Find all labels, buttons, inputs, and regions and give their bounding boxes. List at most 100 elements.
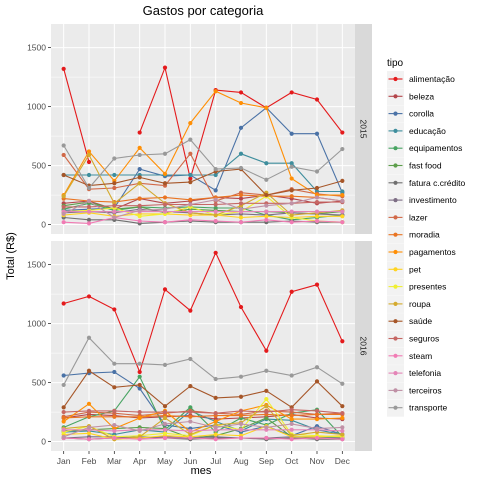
data-point (264, 409, 269, 415)
data-point (238, 192, 244, 198)
data-point (289, 421, 294, 426)
series-transporte (61, 335, 345, 388)
data-point (137, 415, 142, 421)
legend-label: pagamentos (409, 247, 456, 257)
legend: alimentação beleza corolla educação equipame… (387, 71, 465, 417)
data-point (264, 415, 269, 421)
series-line (63, 138, 343, 189)
data-point (314, 412, 320, 417)
legend-key-point (393, 388, 398, 393)
data-point (137, 386, 142, 391)
data-point (162, 195, 168, 200)
facet-strip (355, 241, 372, 451)
data-point (162, 427, 168, 432)
legend-label: fast food (409, 161, 442, 171)
data-point (340, 428, 345, 434)
data-point (264, 105, 269, 110)
data-point (86, 431, 92, 436)
data-point (340, 178, 345, 184)
legend-key-point (393, 128, 398, 133)
data-point (112, 209, 117, 214)
y-tick-label: 0 (41, 220, 46, 230)
x-tick-label: Feb (82, 456, 97, 466)
data-point (86, 159, 92, 165)
data-point (86, 221, 92, 226)
legend-item: presentes (387, 278, 446, 296)
data-point (86, 198, 92, 204)
data-point (340, 415, 345, 421)
x-axis-title: mes (191, 465, 212, 477)
legend-label: beleza (409, 91, 434, 101)
data-point (86, 185, 92, 191)
legend-item: moradia (387, 226, 440, 244)
data-point (188, 172, 193, 178)
data-point (213, 425, 218, 430)
x-tick-label: Dec (335, 456, 351, 466)
data-point (137, 167, 142, 172)
data-point (137, 175, 142, 180)
legend-label: investimento (409, 195, 457, 205)
data-point (340, 339, 345, 344)
legend-key-point (393, 336, 398, 341)
data-point (112, 215, 117, 220)
data-point (162, 404, 168, 409)
data-point (86, 172, 92, 178)
legend-label: steam (409, 351, 432, 361)
data-point (238, 413, 244, 418)
x-tick-label: Jul (210, 456, 221, 466)
data-point (289, 437, 294, 442)
data-point (289, 213, 294, 218)
data-point (112, 422, 117, 428)
series-line (63, 405, 343, 440)
series-line (63, 90, 343, 196)
data-point (340, 432, 345, 437)
data-point (264, 404, 269, 409)
data-point (314, 408, 320, 413)
legend-label: roupa (409, 299, 431, 309)
data-point (289, 209, 294, 214)
data-point (314, 282, 320, 287)
legend-label: fatura c.crédito (409, 178, 465, 188)
series-telefonia (61, 209, 345, 214)
data-point (213, 250, 218, 255)
data-point (162, 435, 168, 441)
data-point (264, 161, 269, 166)
data-point (112, 385, 117, 390)
data-point (238, 201, 244, 206)
data-point (314, 426, 320, 431)
facet-label: 2016 (359, 337, 369, 356)
series-seguros (61, 407, 345, 416)
data-point (289, 289, 294, 294)
legend-key-point (393, 94, 398, 99)
data-point (289, 188, 294, 193)
legend-key-point (393, 267, 398, 272)
legend-item: corolla (387, 105, 434, 123)
legend-label: pet (409, 264, 421, 274)
data-point (238, 427, 244, 432)
legend-key-point (393, 232, 398, 237)
series-line (63, 413, 343, 419)
data-point (61, 419, 66, 424)
data-point (264, 348, 269, 353)
data-point (289, 201, 294, 206)
data-point (213, 172, 218, 178)
data-point (188, 209, 193, 214)
data-point (162, 202, 168, 207)
data-point (238, 207, 244, 212)
data-point (86, 425, 92, 430)
data-point (314, 417, 320, 422)
data-point (314, 365, 320, 370)
data-point (213, 209, 218, 214)
series-saúde (61, 368, 345, 410)
data-point (86, 335, 92, 340)
data-point (340, 209, 345, 214)
data-point (289, 90, 294, 95)
data-point (137, 382, 142, 388)
data-point (61, 172, 66, 178)
data-point (188, 308, 193, 313)
data-point (213, 411, 218, 416)
legend-item: fatura c.crédito (387, 174, 465, 192)
data-point (188, 384, 193, 389)
data-point (61, 301, 66, 306)
data-point (162, 431, 168, 436)
